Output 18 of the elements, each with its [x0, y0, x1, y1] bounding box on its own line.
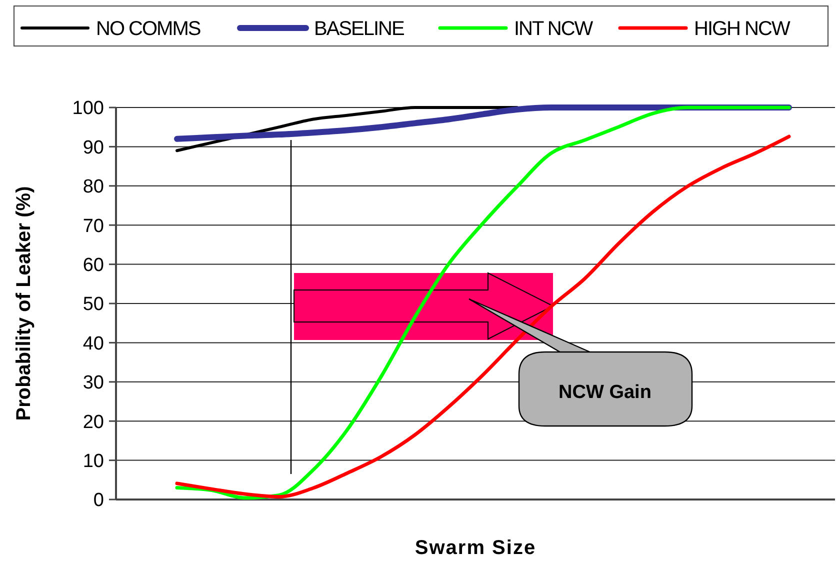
y-tick-label: 80 — [82, 176, 104, 198]
y-tick-label: 0 — [93, 490, 104, 512]
y-tick-label: 70 — [82, 216, 104, 237]
legend-label: BASELINE — [314, 18, 404, 40]
y-tick-label: 100 — [72, 98, 104, 120]
y-tick-label: 20 — [82, 412, 104, 433]
x-axis-title: Swarm Size — [414, 537, 536, 559]
y-tick-label: 40 — [82, 333, 104, 354]
legend-label: INT NCW — [514, 18, 594, 40]
y-tick-label: 90 — [82, 137, 104, 158]
y-axis-title: Probability of Leaker (%) — [13, 186, 35, 421]
y-tick-label: 30 — [82, 372, 104, 394]
y-tick-label: 10 — [82, 450, 104, 472]
annotation: NCW Gain — [558, 382, 652, 403]
y-tick-label: 50 — [82, 294, 104, 316]
legend-label: NO COMMS — [96, 18, 201, 40]
y-tick-label: 60 — [82, 254, 104, 276]
legend-label: HIGH NCW — [694, 18, 790, 40]
